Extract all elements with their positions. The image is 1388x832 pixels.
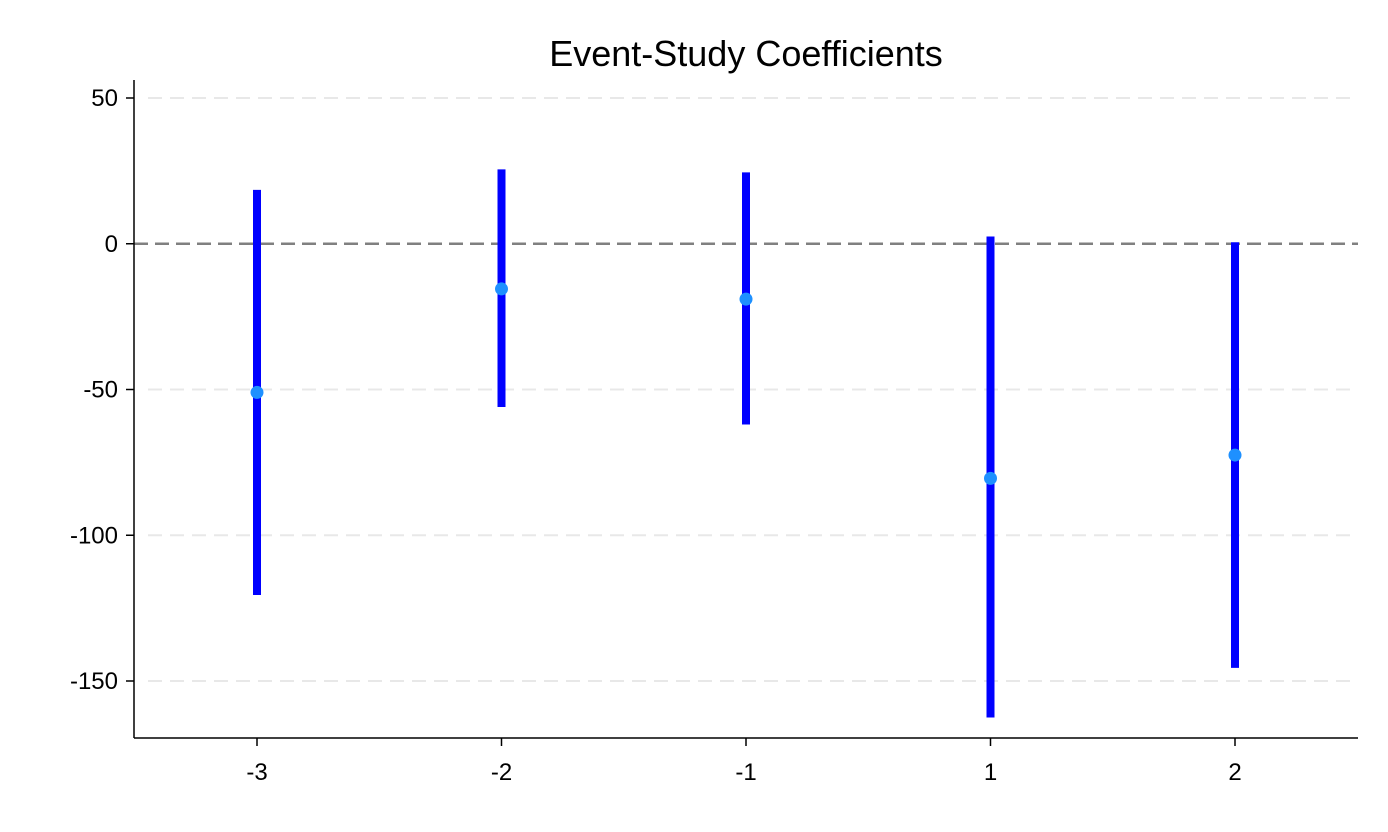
y-tick-label: -150 [70, 668, 118, 695]
y-tick-label: 50 [91, 85, 118, 112]
x-tick-label: -3 [246, 759, 267, 786]
estimate-point [739, 292, 753, 306]
x-tick-label: -2 [491, 759, 512, 786]
estimate-point [1228, 448, 1242, 462]
x-tick-label: 1 [984, 759, 997, 786]
estimate-point [984, 471, 997, 485]
point-estimates [250, 282, 1242, 485]
y-tick-label: -50 [83, 377, 118, 404]
x-tick-label: 2 [1228, 759, 1241, 786]
grid-lines [148, 97, 1358, 682]
estimate-point [495, 282, 508, 296]
y-axis-ticks: 50 0 -50 -100 -150 [70, 85, 134, 695]
x-axis-ticks: -3 -2 -1 1 2 [246, 738, 1242, 786]
y-tick-label: -100 [70, 522, 118, 549]
x-tick-label: -1 [735, 759, 756, 786]
chart-title: Event-Study Coefficients [549, 33, 943, 74]
confidence-intervals [253, 169, 1239, 718]
estimate-point [250, 385, 264, 399]
y-tick-label: 0 [105, 231, 118, 258]
